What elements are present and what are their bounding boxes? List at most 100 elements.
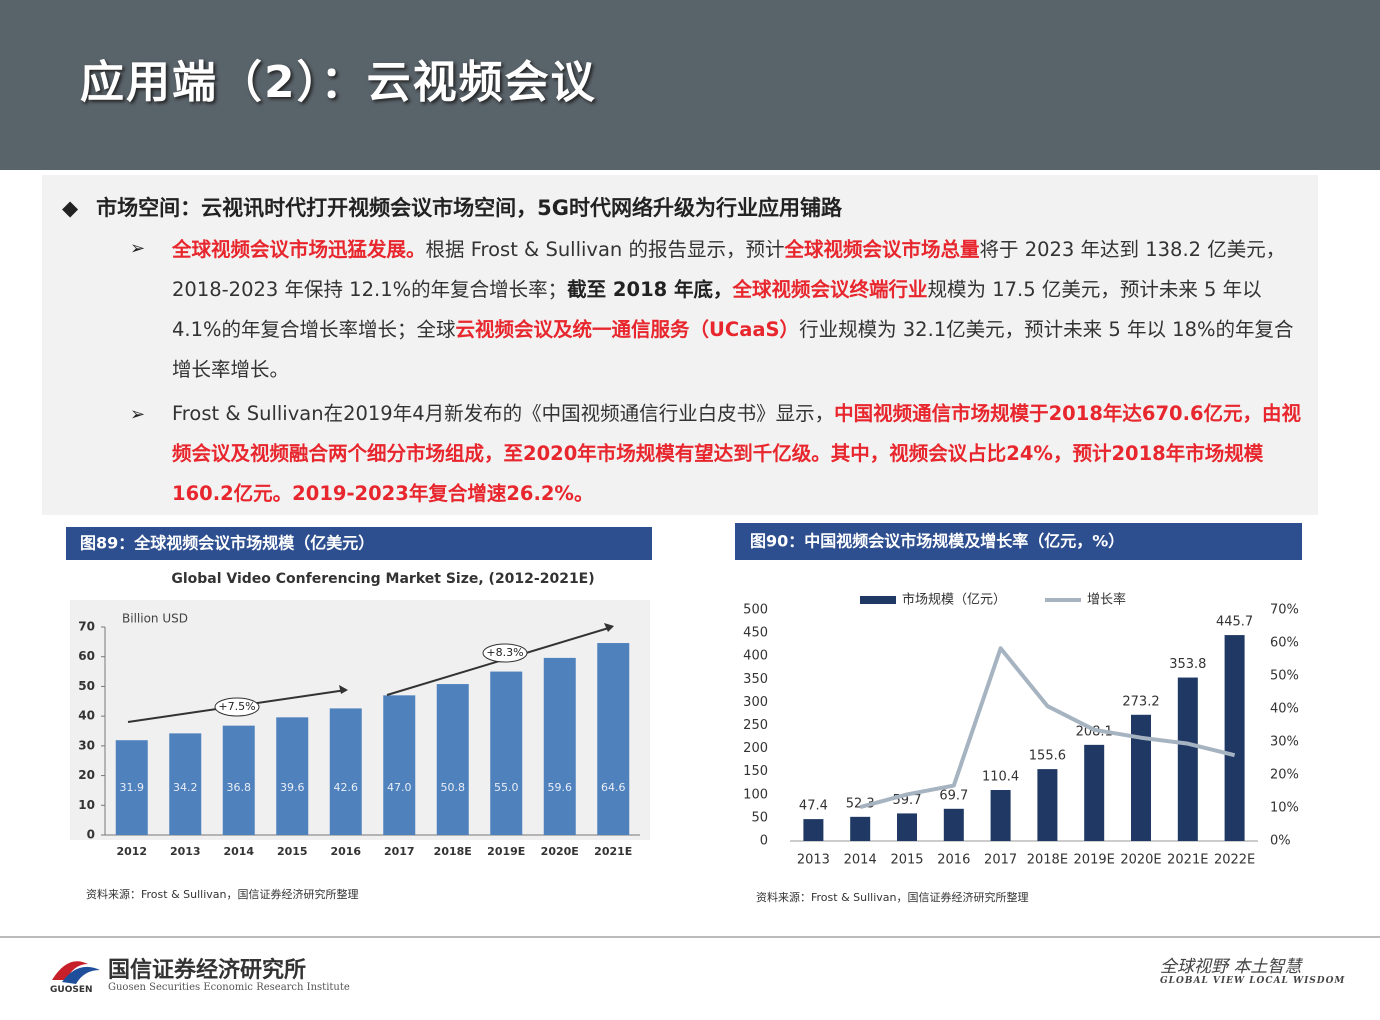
y-tick-label: 400	[743, 649, 768, 664]
value-label: 353.8	[1169, 657, 1206, 672]
bar	[169, 733, 202, 835]
header-bar: 应用端（2）：云视频会议	[0, 0, 1380, 170]
bar	[1224, 635, 1245, 841]
x-tick-label: 2014	[844, 853, 877, 868]
caption-bar	[66, 527, 652, 560]
x-tick-label: 2015	[890, 853, 923, 868]
value-label: 52.3	[846, 796, 875, 811]
value-label: 31.9	[120, 781, 145, 794]
value-label: 445.7	[1216, 615, 1253, 630]
value-label: 155.6	[1029, 749, 1066, 764]
section-heading: ◆ 市场空间：云视讯时代打开视频会议市场空间，5G时代网络升级为行业应用铺路	[62, 196, 843, 220]
y2-tick-label: 0%	[1270, 834, 1291, 849]
text-run: 全球视频会议市场迅猛发展。	[172, 238, 426, 261]
y-tick-label: 0	[87, 828, 95, 842]
x-tick-label: 2015	[277, 845, 308, 858]
y-tick-label: 10	[78, 798, 95, 812]
annotation-bubble	[214, 697, 260, 717]
text-run: 将于 2023 年达到 138.2 亿美元，2018-2023 年保持 12.1…	[172, 238, 1286, 301]
y-tick-label: 50	[751, 810, 768, 825]
value-label: 36.8	[227, 781, 252, 794]
bar	[436, 684, 469, 835]
bar	[329, 708, 362, 835]
text-run: 规模为 17.5 亿美元，预计未来 5 年以 4.1%的年复合增长率增长；全球	[172, 278, 1262, 341]
source-note: 资料来源：Frost & Sullivan，国信证券经济研究所整理	[86, 887, 359, 901]
y-tick-label: 50	[78, 679, 95, 693]
text-run: Frost & Sullivan在2019年4月新发布的《中国视频通信行业白皮书…	[172, 402, 835, 425]
y2-tick-label: 60%	[1270, 636, 1299, 651]
org-name-en: Guosen Securities Economic Research Inst…	[108, 982, 350, 993]
bar	[490, 671, 523, 835]
x-tick-label: 2016	[330, 845, 361, 858]
chart-title: Global Video Conferencing Market Size, (…	[171, 571, 594, 587]
value-label: 42.6	[334, 781, 359, 794]
y-tick-label: 350	[743, 672, 768, 687]
y-tick-label: 450	[743, 626, 768, 641]
bar	[276, 717, 309, 835]
x-tick-label: 2013	[170, 845, 201, 858]
x-tick-label: 2017	[984, 853, 1017, 868]
text-run: 截至 2018 年底，	[567, 278, 733, 301]
y-tick-label: 250	[743, 718, 768, 733]
value-label: 208.1	[1076, 724, 1113, 739]
text-run: 根据 Frost & Sullivan 的报告显示，预计	[425, 238, 785, 261]
x-tick-label: 2016	[937, 853, 970, 868]
y2-tick-label: 50%	[1270, 669, 1299, 684]
x-tick-label: 2021E	[594, 845, 632, 858]
bar	[115, 740, 148, 835]
value-label: 55.0	[494, 781, 519, 794]
bar	[383, 695, 416, 835]
heading-text: 市场空间：云视讯时代打开视频会议市场空间，5G时代网络升级为行业应用铺路	[96, 196, 843, 220]
x-tick-label: 2014	[223, 845, 254, 858]
bar	[803, 819, 824, 841]
y-tick-label: 200	[743, 741, 768, 756]
source-note: 资料来源：Frost & Sullivan，国信证券经济研究所整理	[756, 890, 1029, 904]
bullet-arrow: ➢	[130, 238, 146, 259]
caption: 图90：中国视频会议市场规模及增长率（亿元，%）	[750, 532, 1124, 551]
x-tick-label: 2018E	[434, 845, 472, 858]
motto: 全球视野 本土智慧	[1160, 957, 1302, 977]
x-tick-label: 2020E	[541, 845, 579, 858]
value-label: 47.0	[387, 781, 412, 794]
y-tick-label: 150	[743, 764, 768, 779]
paragraph: 全球视频会议市场迅猛发展。根据 Frost & Sullivan 的报告显示，预…	[172, 230, 1302, 390]
bar	[1037, 769, 1058, 841]
bullet-arrow: ➢	[130, 404, 146, 425]
y-tick-label: 500	[743, 603, 768, 618]
text-run: 云视频会议及统一通信服务（UCaaS）	[455, 318, 800, 341]
y-tick-label: 300	[743, 695, 768, 710]
x-tick-label: 2012	[116, 845, 147, 858]
text-run: 行业规模为 32.1亿美元，预计未来 5 年以 18%的年复合增长率增长。	[172, 318, 1294, 381]
y2-tick-label: 40%	[1270, 702, 1299, 717]
y-tick-label: 40	[78, 709, 95, 723]
value-label: 273.2	[1122, 694, 1159, 709]
bar	[1177, 677, 1198, 841]
bar	[1131, 714, 1151, 841]
bar	[222, 725, 255, 835]
caption-bar	[735, 523, 1302, 560]
bar	[990, 789, 1011, 841]
charts: 图89：全球视频会议市场规模（亿美元） Global Video Conferen…	[66, 523, 1302, 904]
value-label: 110.4	[982, 769, 1019, 784]
legend-label: 增长率	[1087, 592, 1126, 608]
y-tick-label: 60	[78, 649, 95, 663]
bar	[897, 813, 917, 841]
bar	[1084, 744, 1105, 841]
y2-tick-label: 70%	[1270, 603, 1299, 618]
value-label: 69.7	[939, 788, 968, 803]
y2-tick-label: 30%	[1270, 735, 1299, 750]
annotation: +7.5%	[218, 700, 255, 713]
value-label: 47.4	[799, 799, 828, 814]
arrow-head	[339, 685, 348, 694]
bar	[597, 643, 630, 835]
logo-mark	[52, 961, 100, 984]
brand: GUOSEN	[50, 985, 93, 995]
x-tick-label: 2021E	[1167, 853, 1208, 868]
x-tick-label: 2017	[384, 845, 415, 858]
text-run: 全球视频会议市场总量	[784, 238, 980, 261]
bar	[850, 816, 871, 841]
bar	[543, 657, 576, 835]
growth-line	[859, 646, 1236, 809]
arrow-head	[604, 623, 614, 632]
